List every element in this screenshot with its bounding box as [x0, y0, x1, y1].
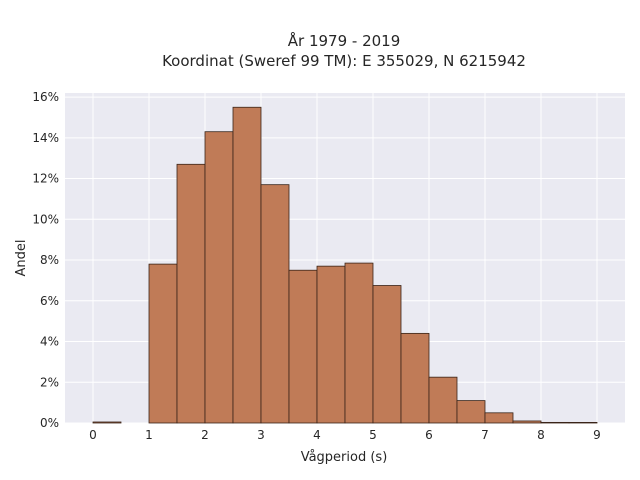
- y-axis-label: Andel: [14, 240, 29, 277]
- histogram-bar: [344, 262, 374, 424]
- x-tick-label: 9: [593, 428, 601, 442]
- histogram-bar: [148, 263, 178, 424]
- histogram-bar: [232, 106, 262, 424]
- y-tick-label: 6%: [40, 294, 59, 308]
- y-tick-label: 12%: [32, 172, 59, 186]
- x-tick-label: 8: [537, 428, 545, 442]
- x-tick-label: 4: [313, 428, 321, 442]
- histogram-bar: [372, 285, 402, 424]
- y-tick-label: 14%: [32, 131, 59, 145]
- histogram-bar: [92, 421, 122, 424]
- histogram-bar: [512, 420, 542, 424]
- histogram-bar: [484, 412, 514, 424]
- y-tick-label: 10%: [32, 212, 59, 226]
- chart-title-line-2: Koordinat (Sweref 99 TM): E 355029, N 62…: [162, 52, 526, 70]
- histogram-bar: [176, 163, 206, 424]
- x-tick-label: 5: [369, 428, 377, 442]
- y-tick-label: 2%: [40, 375, 59, 389]
- histogram-bar: [540, 421, 570, 424]
- histogram-bar: [288, 269, 318, 424]
- histogram-bar: [456, 400, 486, 424]
- x-tick-label: 3: [257, 428, 265, 442]
- x-tick-labels: 0 1 2 3 4 5 6 7 8 9: [89, 428, 601, 442]
- x-tick-label: 0: [89, 428, 97, 442]
- y-tick-label: 16%: [32, 90, 59, 104]
- histogram-bar: [400, 332, 430, 424]
- x-tick-label: 1: [145, 428, 153, 442]
- histogram-bar: [316, 265, 346, 424]
- x-axis-label: Vågperiod (s): [301, 450, 388, 465]
- x-tick-label: 6: [425, 428, 433, 442]
- histogram-bar: [204, 131, 234, 424]
- y-tick-label: 4%: [40, 335, 59, 349]
- y-tick-labels: 0% 2% 4% 6% 8% 10% 12% 14% 16%: [32, 90, 59, 430]
- chart-title-line-1: År 1979 - 2019: [288, 31, 401, 50]
- x-tick-label: 2: [201, 428, 209, 442]
- histogram-bar: [568, 421, 598, 424]
- histogram-bars: [92, 106, 598, 424]
- y-tick-label: 0%: [40, 416, 59, 430]
- histogram-bar: [260, 184, 290, 424]
- x-tick-label: 7: [481, 428, 489, 442]
- histogram-bar: [428, 376, 458, 424]
- y-tick-label: 8%: [40, 253, 59, 267]
